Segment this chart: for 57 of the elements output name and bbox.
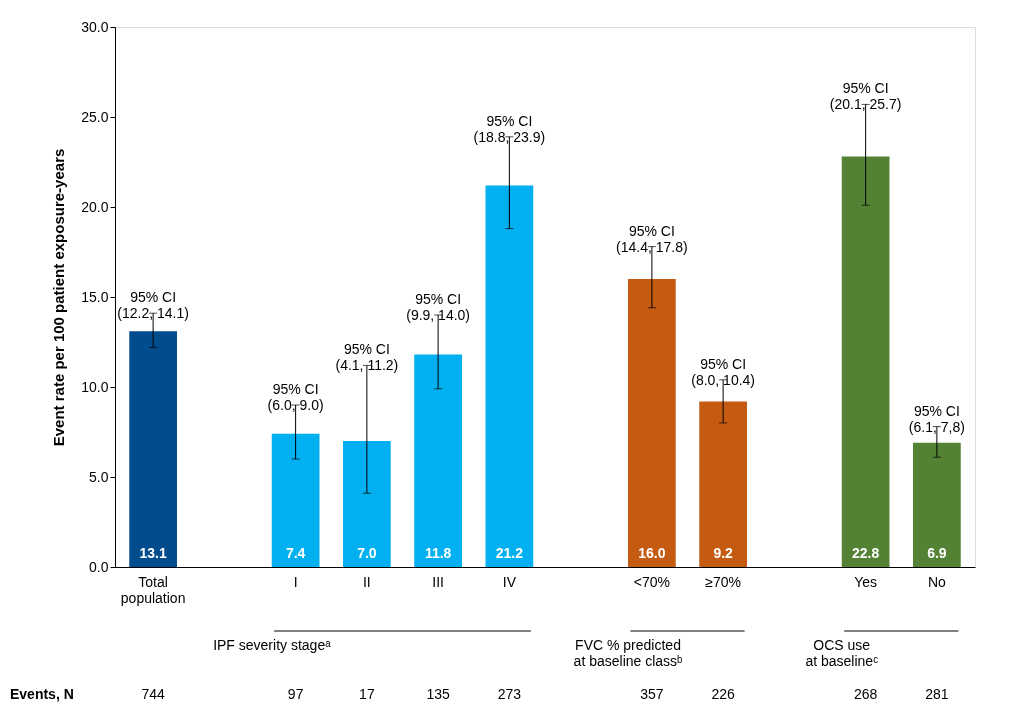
text: 744 [141,686,166,702]
bar [414,354,462,567]
text: 268 [853,686,878,702]
bar [485,185,534,567]
annotation: 95% CI (4.1, 11.2) [335,341,399,374]
bar [913,442,961,567]
x-tick-label: II [362,573,371,590]
data-label: 11.8 [424,545,452,561]
x-tick-label: IV [502,573,517,590]
annotation: 95% CI (9.9, 14.0) [406,291,471,323]
annotation: 95% CI (8.0, 10.4) [691,355,756,388]
text: OCS use at baselineᶜ [805,637,879,669]
bar [841,156,890,567]
text: 97 [287,686,304,702]
text: 273 [497,686,522,702]
annotation: 95% CI (6.0, 9.0) [267,381,324,413]
data-label: 9.2 [713,545,734,561]
x-tick-label: No [927,573,947,590]
data-label: 16.0 [638,545,666,561]
data-label: 13.1 [139,545,167,561]
data-label: 22.8 [852,545,880,561]
text: Events, N [10,686,74,702]
text: 226 [711,686,736,702]
x-tick-label: I [293,573,298,590]
annotation: 95% CI (14.4, 17.8) [616,222,688,255]
text: 17 [359,686,375,702]
x-tick-label: ≥70% [705,573,741,590]
y-tick-label: 25.0 [81,108,109,125]
y-tick-label: 15.0 [81,288,109,305]
annotation: 95% CI (6.1, 7,8) [908,402,965,435]
data-label: 6.9 [927,545,947,561]
data-label: 21.2 [495,545,524,561]
y-tick-label: 30.0 [81,18,109,35]
text: IPF severity stageᵃ [213,637,332,653]
bar [271,433,320,567]
x-tick-label: Total population [120,573,186,606]
y-tick-label: 0.0 [89,558,109,575]
text: 135 [426,686,451,702]
bar [628,279,676,567]
x-tick-label: <70% [633,573,670,590]
annotation: 95% CI (18.8, 23.9) [473,112,546,145]
y-tick-label: 5.0 [89,468,109,485]
annotation: 95% CI (20.1, 25.7) [829,80,902,113]
bar [343,441,391,567]
y-axis-title: Event rate per 100 patient exposure-years [50,148,68,447]
y-tick-label: 10.0 [81,378,109,395]
bar [129,331,177,567]
data-label: 7.0 [357,545,377,561]
y-tick-label: 20.0 [81,198,109,215]
x-tick-label: Yes [854,573,878,590]
annotation: 95% CI (12.2, 14.1) [117,289,189,322]
x-tick-label: III [432,573,444,590]
text: 281 [925,686,949,702]
bar [699,401,747,567]
text: 357 [640,686,664,702]
data-label: 7.4 [285,545,306,561]
text: FVC % predicted at baseline classᵇ [573,637,683,669]
